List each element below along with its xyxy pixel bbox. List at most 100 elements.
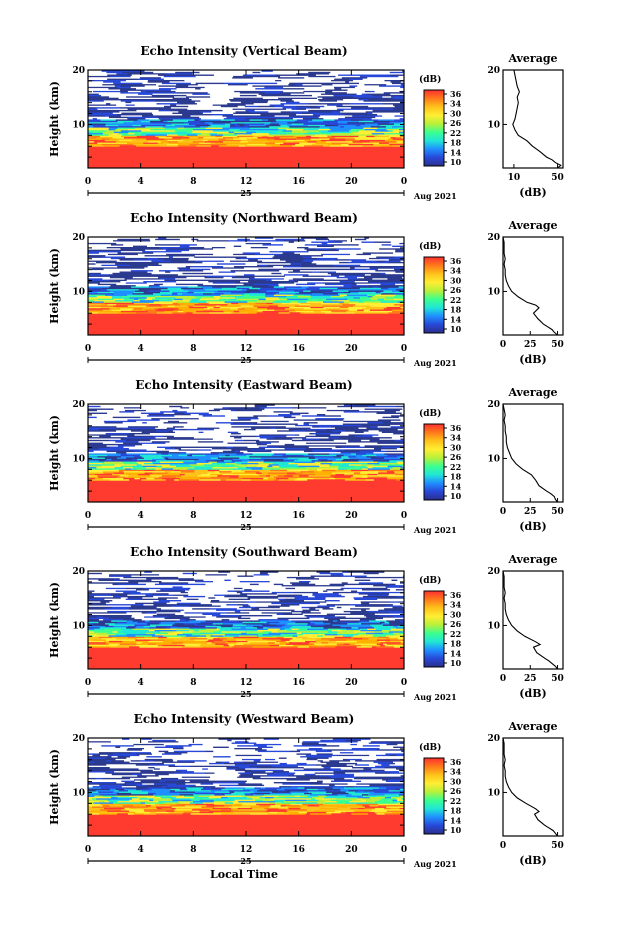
heatmap-cell [88,613,114,615]
heatmap-cell [302,472,325,474]
heatmap-cell [209,598,229,600]
heatmap-cell [388,621,403,624]
heatmap-cell [212,309,234,311]
heatmap-cell [305,101,329,104]
heatmap-cell [222,140,241,143]
heatmap-cell [250,448,268,451]
heatmap-cell [180,78,191,80]
heatmap-cell [309,581,325,584]
heatmap-cell [201,296,216,299]
heatmap-cell [242,288,248,291]
heatmap-cell [153,71,169,74]
heatmap-cell [136,135,156,138]
heatmap-cell [145,594,174,596]
heatmap-cell [96,406,125,409]
heatmap-cell [337,620,355,622]
heatmap-cell [208,409,221,412]
heatmap-cell [338,288,345,291]
heatmap-cell [246,256,273,258]
heatmap-cell [267,572,289,575]
heatmap-cell [342,423,359,425]
heatmap-cell [128,128,151,131]
heatmap-cell [319,609,342,611]
heatmap-cell [175,609,185,611]
heatmap-cell [199,71,209,74]
heatmap-cell [113,305,129,307]
heatmap-cell [88,99,105,102]
heatmap-cell [122,640,139,643]
heatmap-cell [119,142,128,144]
heatmap-cell [88,468,103,470]
heatmap-cell [102,78,108,80]
heatmap-cell [340,110,360,113]
heatmap-cell [98,428,132,431]
heatmap-cell [122,295,141,298]
heatmap-cell [154,586,163,588]
heatmap-cell [102,605,132,607]
heatmap-cell [380,641,401,644]
heatmap-cell [88,261,97,264]
heatmap-cell [140,134,147,136]
heatmap-cell [264,591,273,594]
heatmap-cell [219,93,252,95]
heatmap-cell [363,417,388,420]
heatmap-cell [367,302,389,305]
heatmap-cell [200,99,231,102]
heatmap-cell [345,138,356,140]
heatmap-cell [269,104,285,106]
heatmap-cell [121,641,137,644]
heatmap-cell [258,636,277,639]
heatmap-cell [399,242,405,245]
heatmap-cell [148,629,156,632]
heatmap-cell [292,447,306,450]
heatmap-cell [170,106,200,109]
heatmap-cell [271,279,290,281]
heatmap-cell [249,127,269,129]
heatmap-cell [385,272,392,275]
heatmap-cell [173,404,198,406]
heatmap-cell [149,438,157,440]
heatmap-cell [88,287,102,290]
heatmap-cell [189,245,203,247]
heatmap-cell [163,120,168,123]
heatmap-cell [144,636,159,639]
heatmap-cell [308,286,330,288]
heatmap-cell [114,463,137,466]
heatmap-cell [157,257,172,260]
heatmap-cell [243,442,261,444]
heatmap-cell [141,431,152,433]
heatmap-cell [389,246,405,249]
heatmap-cell [156,626,162,629]
heatmap-cell [226,302,232,305]
heatmap-cell [88,410,120,413]
heatmap-cell [88,633,98,636]
heatmap-cell [190,472,208,474]
heatmap-cell [387,602,405,605]
heatmap-cell [314,576,325,579]
heatmap-cell [272,89,286,91]
heatmap-cell [361,288,371,291]
heatmap-cell [372,277,388,280]
heatmap-cell [311,256,317,258]
heatmap-cell [137,637,159,640]
heatmap-cell [264,91,281,94]
heatmap-cell [88,640,105,643]
heatmap-cell [402,70,405,72]
heatmap-cell [108,643,120,645]
heatmap-cell [88,271,120,273]
heatmap-cell [106,429,117,432]
heatmap-cell [188,286,194,288]
heatmap-cell [123,477,135,480]
heatmap-cell [366,93,383,95]
heatmap-cell [386,128,400,131]
heatmap-cell [236,425,259,428]
heatmap-cell [245,279,267,281]
heatmap-cell [242,621,255,624]
heatmap-cell [273,583,284,586]
heatmap-cell [148,284,155,287]
heatmap-cell [323,626,336,629]
heatmap-cell [286,595,295,598]
heatmap-cell [358,292,382,295]
heatmap-cell [319,125,341,128]
heatmap-cell [88,416,98,419]
